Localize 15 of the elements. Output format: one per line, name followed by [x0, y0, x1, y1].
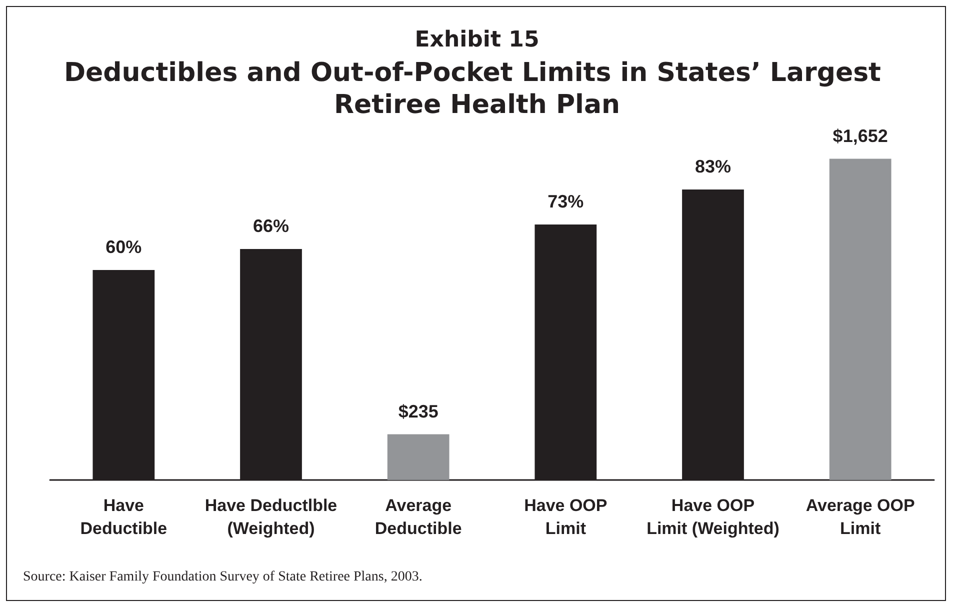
source-note: Source: Kaiser Family Foundation Survey of State Retiree Plans, 2003.: [23, 570, 422, 584]
x-tick-label: Average OOP Limit: [806, 496, 915, 538]
x-tick-label: Have OOP Limit: [524, 496, 608, 538]
data-label: 60%: [106, 237, 142, 257]
data-label: $1,652: [832, 126, 888, 146]
data-label: 83%: [694, 156, 732, 176]
x-tick-label: Average Deductible: [374, 496, 462, 538]
x-tick-label: Have Deductlble (Weighted): [204, 496, 338, 538]
chart-title: Exhibit 15: [414, 28, 540, 52]
data-label: 66%: [252, 216, 290, 236]
data-label: 73%: [548, 192, 584, 212]
x-tick-label: Have OOP Limit (Weighted): [646, 496, 780, 538]
data-label: $235: [398, 401, 438, 422]
chart-subtitle: Deductibles and Out-of-Pocket Limits in States’ Largest Retiree Health Plan: [64, 58, 890, 120]
x-tick-label: Have Deductible: [80, 496, 168, 538]
